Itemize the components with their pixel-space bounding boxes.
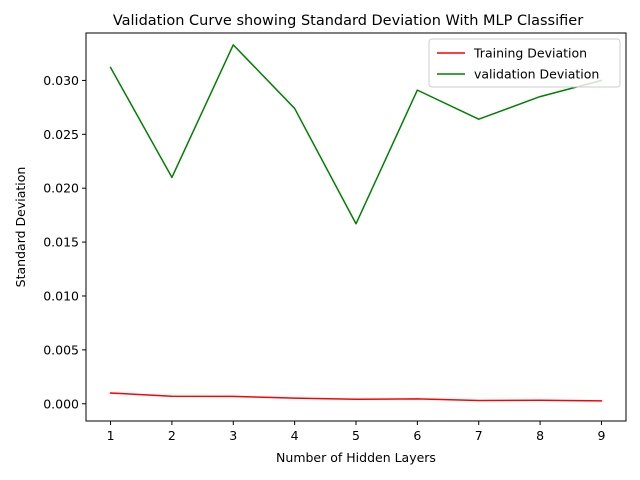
x-axis-label: Number of Hidden Layers xyxy=(276,450,436,465)
x-tick-label: 8 xyxy=(536,428,544,443)
axes-frame xyxy=(85,32,627,422)
legend-box xyxy=(428,38,621,88)
legend-label: Training Deviation xyxy=(473,46,587,61)
y-tick-label: 0.030 xyxy=(43,73,79,88)
y-tick-label: 0.000 xyxy=(43,396,79,411)
y-tick-label: 0.005 xyxy=(43,342,79,357)
legend-label: validation Deviation xyxy=(474,67,599,82)
x-tick-label: 4 xyxy=(291,428,299,443)
legend: Training Deviation validation Deviation xyxy=(428,38,621,88)
y-axis-label: Standard Deviation xyxy=(13,167,28,288)
series-line-training-deviation xyxy=(109,392,603,402)
x-tick-label: 1 xyxy=(107,428,115,443)
chart-title: Validation Curve showing Standard Deviat… xyxy=(113,13,583,29)
x-tick-label: 3 xyxy=(229,428,237,443)
x-tick-label: 9 xyxy=(597,428,605,443)
x-tick-label: 7 xyxy=(475,428,483,443)
x-tick-label: 6 xyxy=(413,428,421,443)
x-tick-label: 5 xyxy=(352,428,360,443)
y-axis: 0.000 0.005 0.010 0.015 0.020 0.025 0.030 xyxy=(43,73,86,411)
y-tick-label: 0.010 xyxy=(43,288,79,303)
y-tick-label: 0.015 xyxy=(43,235,79,250)
plot-area xyxy=(109,44,603,402)
x-axis: 1 2 3 4 5 6 7 8 9 xyxy=(107,421,605,443)
x-tick-label: 2 xyxy=(168,428,176,443)
y-tick-label: 0.020 xyxy=(43,181,79,196)
y-tick-label: 0.025 xyxy=(43,127,79,142)
series-line-validation-deviation xyxy=(109,44,603,225)
